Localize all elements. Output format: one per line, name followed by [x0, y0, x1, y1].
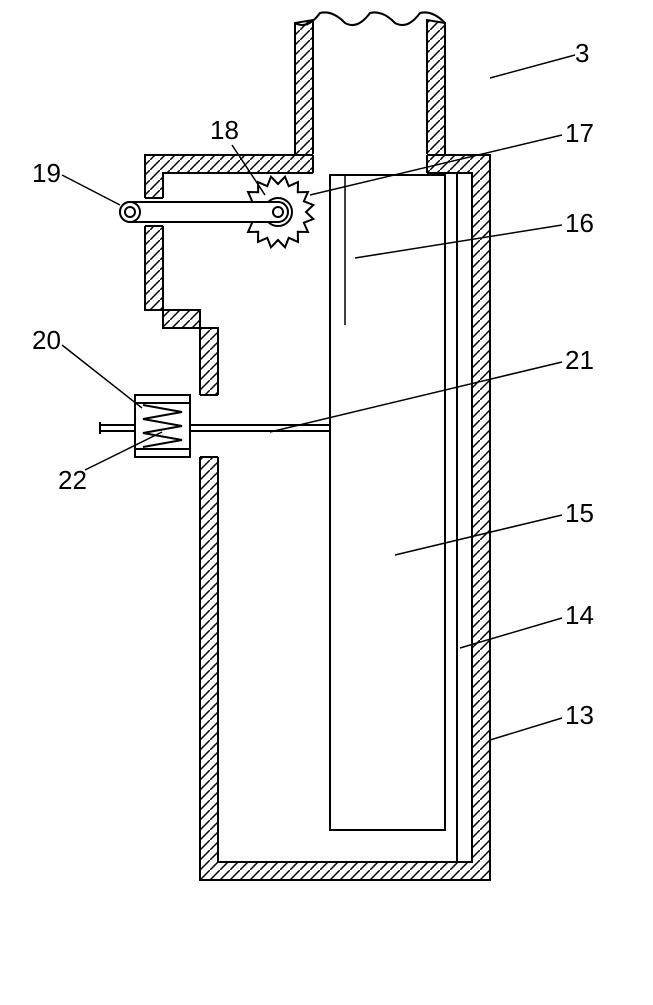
label-16: 16 — [565, 208, 594, 239]
label-14: 14 — [565, 600, 594, 631]
diagram-root — [0, 0, 653, 1000]
label-3: 3 — [575, 38, 589, 69]
label-19: 19 — [32, 158, 61, 189]
label-22: 22 — [58, 465, 87, 496]
label-17: 17 — [565, 118, 594, 149]
label-13: 13 — [565, 700, 594, 731]
label-20: 20 — [32, 325, 61, 356]
label-21: 21 — [565, 345, 594, 376]
label-18: 18 — [210, 115, 239, 146]
diagram-svg — [0, 0, 653, 1000]
label-15: 15 — [565, 498, 594, 529]
